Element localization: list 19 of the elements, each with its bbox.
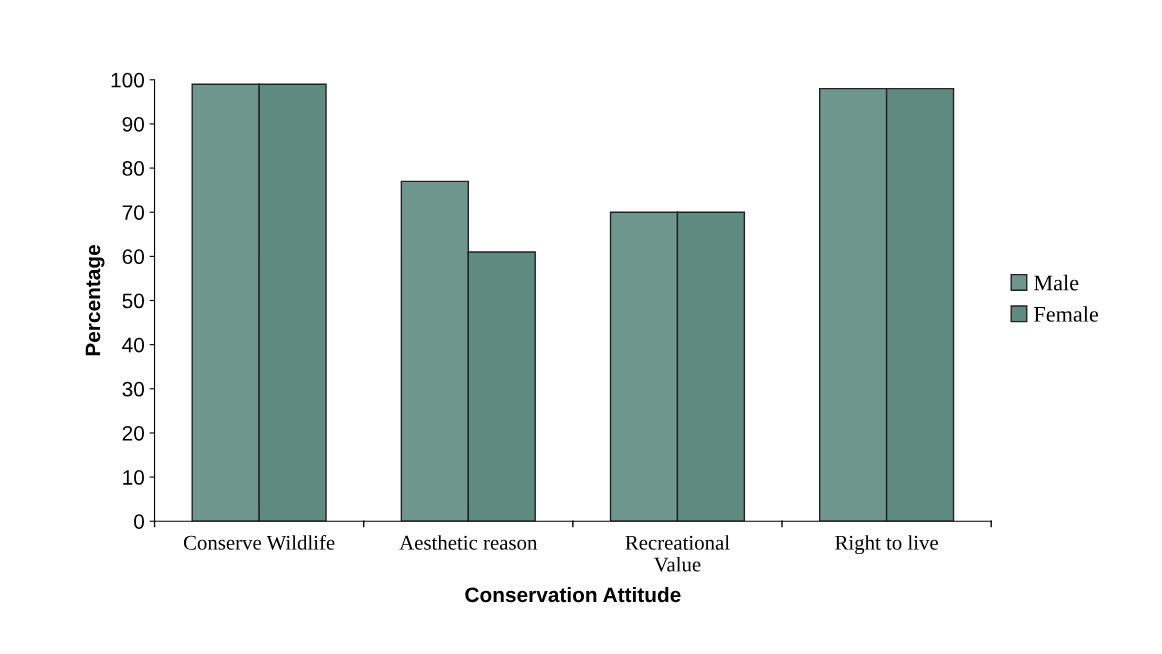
x-axis-title: Conservation Attitude (465, 586, 681, 603)
y-tick-label: 20 (122, 425, 145, 441)
y-tick-label: 70 (122, 205, 145, 220)
y-tick-label: 100 (111, 72, 145, 88)
y-axis-title: Percentage (85, 245, 105, 356)
y-tick-label: 50 (122, 293, 145, 309)
y-tick-label: 30 (122, 381, 145, 397)
x-tick-label: Right to live (835, 535, 938, 555)
x-tick-label: Aesthetic reason (399, 535, 538, 550)
legend-label: Female (1034, 306, 1099, 322)
y-tick-label: 0 (134, 514, 145, 529)
y-tick-label: 60 (122, 249, 145, 265)
x-tick-label: Recreational Value (625, 535, 730, 572)
legend-label: Male (1034, 274, 1079, 291)
y-tick-label: 40 (122, 337, 145, 353)
y-tick-label: 80 (122, 161, 145, 176)
y-tick-label: 10 (123, 470, 145, 485)
y-tick-label: 90 (122, 116, 145, 132)
x-tick-label: Conserve Wildlife (183, 534, 335, 550)
